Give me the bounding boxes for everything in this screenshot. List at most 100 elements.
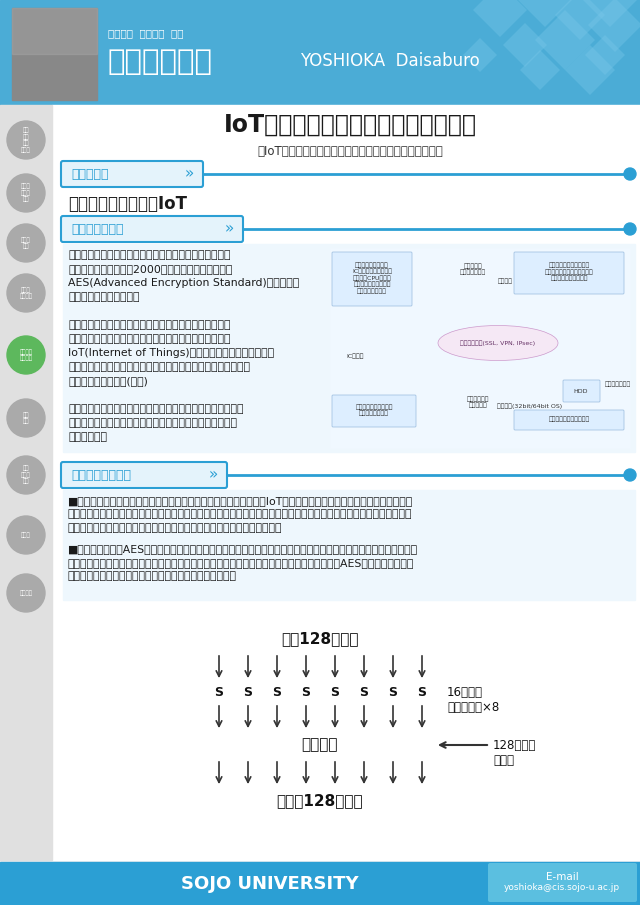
Text: HDD: HDD [573, 388, 588, 394]
Text: 機械
電気: 機械 電気 [23, 412, 29, 424]
Bar [0, 0, 640, 105]
Bar [12, 8, 97, 100]
FancyBboxPatch shape [332, 252, 412, 306]
Polygon shape [535, 10, 595, 70]
FancyBboxPatch shape [514, 410, 624, 430]
Text: S: S [417, 685, 426, 699]
Text: 低消費電力・高効率な
ハードウェア実装: 低消費電力・高効率な ハードウェア実装 [355, 404, 393, 416]
Text: S: S [214, 685, 223, 699]
Text: SOJO UNIVERSITY: SOJO UNIVERSITY [181, 875, 359, 893]
Text: きる小面積・低消費電力に適した軽量暗号が必要とされています。そこで本研究では、簡単な整数演算に基づくディ: きる小面積・低消費電力に適した軽量暗号が必要とされています。そこで本研究では、簡… [67, 510, 412, 519]
Text: S: S [360, 685, 369, 699]
Text: ジタルカオス写像に基づく軽量カオス暗号（図１）を提案しています。: ジタルカオス写像に基づく軽量カオス暗号（図１）を提案しています。 [67, 523, 282, 533]
Bar [265, 681, 289, 703]
Text: 提案します。: 提案します。 [68, 432, 107, 442]
Polygon shape [565, 45, 615, 95]
Text: 特定デバイス
による認証: 特定デバイス による認証 [467, 396, 489, 408]
Text: キーワード: キーワード [71, 167, 109, 180]
Text: YOSHIOKA  Daisaburo: YOSHIOKA Daisaburo [300, 52, 480, 70]
FancyBboxPatch shape [514, 252, 624, 294]
Text: パソコン(32bit/64bit OS): パソコン(32bit/64bit OS) [497, 403, 563, 408]
Text: 暗号文128ビット: 暗号文128ビット [276, 794, 364, 808]
Text: S: S [388, 685, 397, 699]
Text: 高速なハードウェア実装
により大量パケットデータの
暗号・復号を高速処理: 高速なハードウェア実装 により大量パケットデータの 暗号・復号を高速処理 [545, 262, 593, 281]
Bar [205, 787, 435, 815]
Bar [294, 681, 318, 703]
Polygon shape [473, 0, 527, 37]
Text: 情報学部  情報学科  教授: 情報学部 情報学科 教授 [108, 28, 184, 38]
Circle shape [7, 516, 45, 554]
Circle shape [7, 336, 45, 374]
Text: れ、利用されています。: れ、利用されています。 [68, 292, 140, 302]
Text: 人文
社会
サイ
エンス: 人文 社会 サイ エンス [21, 128, 31, 153]
Text: 128ビット
暗号鍵: 128ビット 暗号鍵 [493, 739, 536, 767]
Polygon shape [588, 0, 640, 52]
Text: yoshioka@cis.sojo-u.ac.jp: yoshioka@cis.sojo-u.ac.jp [504, 883, 620, 892]
Text: »: » [225, 222, 234, 236]
Text: 情報通信
電気電子: 情報通信 電気電子 [19, 349, 33, 361]
Text: ハードウェア・ソフトウェア実装に可能な暗号の「軽量性」が: ハードウェア・ソフトウェア実装に可能な暗号の「軽量性」が [68, 362, 250, 372]
Text: »: » [185, 167, 195, 182]
Bar [63, 490, 635, 600]
Bar [0, 862, 640, 905]
Polygon shape [503, 23, 547, 67]
FancyBboxPatch shape [61, 161, 203, 187]
Bar [207, 681, 231, 703]
Polygon shape [520, 50, 560, 90]
Text: ■現在、標準暗号AESが使用されていますが、ガロア拡大体の計算を必要とするので、小型デバイス実装には不向き: ■現在、標準暗号AESが使用されていますが、ガロア拡大体の計算を必要とするので、… [67, 545, 417, 555]
Text: 研究シーズ概要: 研究シーズ概要 [71, 223, 124, 235]
FancyBboxPatch shape [61, 216, 243, 242]
Circle shape [7, 121, 45, 159]
Text: S: S [243, 685, 253, 699]
Text: み、生活やビジネスにおいての利便性が大きく向上する: み、生活やビジネスにおいての利便性が大きく向上する [68, 334, 230, 344]
Text: デザイン: デザイン [19, 590, 33, 595]
Text: ICカード: ICカード [346, 353, 364, 358]
Text: 吉岡　大三郎: 吉岡 大三郎 [108, 48, 213, 76]
Text: その他: その他 [21, 532, 31, 538]
Text: を応用し、デジタル実装に適した新しい軽量カオス暗号を: を応用し、デジタル実装に適した新しい軽量カオス暗号を [68, 418, 237, 428]
Bar [236, 681, 260, 703]
Bar [330, 248, 630, 448]
Text: 平文128ビット: 平文128ビット [281, 632, 359, 646]
FancyBboxPatch shape [563, 380, 600, 402]
Polygon shape [555, 0, 605, 40]
Text: 術であり、一般的には2000年に策定された標準暗号: 術であり、一般的には2000年に策定された標準暗号 [68, 264, 232, 274]
Text: 搭載メモリが少ない
ICカード・演算能力が
低い小型CPU上でも
高速かつコンパクトな
ソフトウェア実装: 搭載メモリが少ない ICカード・演算能力が 低い小型CPU上でも 高速かつコンパ… [352, 262, 392, 294]
Text: ファイル暗号化: ファイル暗号化 [605, 381, 631, 386]
Text: 環境
エネル
ギー: 環境 エネル ギー [21, 466, 31, 484]
Text: 利点・特長・成果: 利点・特長・成果 [71, 469, 131, 481]
Text: とされています。提案する軽量カオス暗号は、簡単な組み合わせ論理回路のみで実装でき、AESと比べて十分な解: とされています。提案する軽量カオス暗号は、簡単な組み合わせ論理回路のみで実装でき… [67, 558, 413, 568]
FancyBboxPatch shape [61, 462, 227, 488]
Bar [205, 625, 435, 653]
Text: ライフ
サイエ
ンス: ライフ サイエ ンス [21, 184, 31, 203]
Circle shape [7, 224, 45, 262]
Text: 本研究は、簡単な規則から得られる不規則現象「カオス」: 本研究は、簡単な規則から得られる不規則現象「カオス」 [68, 404, 243, 414]
Bar [323, 681, 347, 703]
Text: S: S [301, 685, 310, 699]
Text: ナノク
ノロジー: ナノク ノロジー [19, 287, 33, 299]
Bar [205, 731, 435, 759]
Bar [352, 681, 376, 703]
Text: E-mail: E-mail [546, 872, 579, 882]
FancyBboxPatch shape [488, 863, 637, 902]
Circle shape [624, 469, 636, 481]
Circle shape [7, 399, 45, 437]
Polygon shape [575, 0, 640, 27]
Bar [52, 105, 640, 860]
Circle shape [7, 174, 45, 212]
Circle shape [624, 223, 636, 235]
Text: IoT時代に向けた暗号の軽量化を図る: IoT時代に向けた暗号の軽量化を図る [223, 113, 477, 137]
Text: 混合変換: 混合変換 [301, 738, 339, 752]
Text: 高速なソフトウェア実装: 高速なソフトウェア実装 [548, 416, 589, 422]
Circle shape [7, 574, 45, 612]
Text: ～IoTデバイス向き軽量カオス暗号の設計に関する研究～: ～IoTデバイス向き軽量カオス暗号の設計に関する研究～ [257, 145, 443, 158]
Text: ルーター: ルーター [497, 278, 513, 283]
Text: 軽量暗号、カオス、IoT: 軽量暗号、カオス、IoT [68, 195, 187, 213]
FancyBboxPatch shape [332, 395, 416, 427]
Bar [63, 244, 635, 452]
Text: バイオ
農芸: バイオ 農芸 [21, 237, 31, 249]
Polygon shape [513, 0, 577, 27]
Text: ■センサーや小型デバイスなど様々なモノが情報のやり取りを行うIoT時代に向けて、それら小型デバイスに実装で: ■センサーや小型デバイスなど様々なモノが情報のやり取りを行うIoT時代に向けて、… [67, 496, 412, 506]
Text: 暗号通信機能(SSL, VPN, IPsec): 暗号通信機能(SSL, VPN, IPsec) [460, 340, 536, 346]
Text: 求められています。(右図): 求められています。(右図) [68, 376, 148, 386]
